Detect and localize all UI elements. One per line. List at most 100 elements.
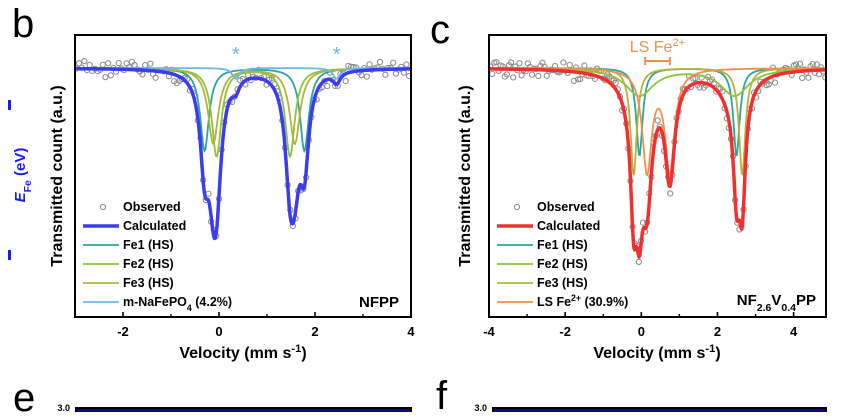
observed-point <box>516 60 523 67</box>
legend-label-part: m-NaFePO <box>123 295 187 309</box>
observed-point <box>510 74 517 81</box>
legend-label-part: Fe3 (HS) <box>123 276 174 290</box>
observed-point <box>639 219 647 226</box>
legend-label: Fe1 (HS) <box>537 238 588 252</box>
legend-label: Fe3 (HS) <box>123 276 174 290</box>
x-axis-title: Velocity (mm s-1) <box>593 343 720 362</box>
series-line-fe3-hs- <box>489 67 826 177</box>
legend-label: Observed <box>537 200 595 214</box>
legend-label-part: (30.9%) <box>581 295 628 309</box>
observed-point <box>612 79 619 86</box>
observed-point <box>797 60 804 67</box>
legend-label: Fe2 (HS) <box>123 257 174 271</box>
observed-point <box>400 69 407 76</box>
observed-point <box>518 72 525 79</box>
x-tick-label: 0 <box>215 324 222 339</box>
legend-label-part: Calculated <box>537 219 600 233</box>
observed-point <box>152 74 159 81</box>
legend-label-part: 4 <box>187 303 192 313</box>
x-tick-label: 2 <box>311 324 318 339</box>
legend-marker-observed <box>99 203 107 211</box>
panel-f-heatmap-top <box>492 407 827 412</box>
sample-label-part: PP <box>796 292 816 309</box>
x-axis-title-part: ) <box>301 345 306 362</box>
legend-label-part: 2+ <box>571 293 581 303</box>
x-tick-label: 2 <box>714 324 721 339</box>
x-tick-label: -4 <box>483 324 495 339</box>
observed-point <box>692 75 699 82</box>
panel-label-c: c <box>430 8 450 52</box>
observed-point <box>81 57 88 65</box>
legend-label-part: Fe2 (HS) <box>123 257 174 271</box>
legend-label: Fe2 (HS) <box>537 257 588 271</box>
legend-label-part: Fe3 (HS) <box>537 276 588 290</box>
observed-point <box>535 72 542 80</box>
observed-point <box>390 59 397 66</box>
x-axis-title-part: Velocity (mm s <box>179 345 291 362</box>
side-axis-title-part: E <box>12 191 29 202</box>
chart-panel-b: -2 0 2 4 Velocity (mm s-1) Transmitted count … <box>49 34 415 362</box>
panel-e-ytick-label: 3.0 <box>57 403 70 412</box>
legend-label-part: Observed <box>537 200 595 214</box>
observed-point <box>75 60 83 67</box>
y-axis-title: Transmitted count (a.u.) <box>49 85 66 266</box>
side-axis-fragment <box>8 100 11 110</box>
observed-point <box>324 82 331 90</box>
observed-point <box>107 72 114 79</box>
sample-label-part: 2.6 <box>757 302 772 314</box>
side-axis-fragment <box>8 250 11 260</box>
legend-label-part: Fe1 (HS) <box>537 238 588 252</box>
x-tick-label: -2 <box>117 324 129 339</box>
sample-label-part: NF <box>737 292 757 309</box>
ls-fe-annotation: LS Fe2+ <box>630 37 685 56</box>
legend-label-part: (4.2%) <box>192 295 232 309</box>
legend-label-part: Observed <box>123 200 181 214</box>
y-axis-title: Transmitted count (a.u.) <box>457 85 474 266</box>
x-axis-title: Velocity (mm s-1) <box>179 343 306 362</box>
observed-point <box>115 59 122 67</box>
observed-point <box>503 71 510 78</box>
legend-label: Calculated <box>537 219 600 233</box>
observed-point <box>363 73 370 80</box>
observed-point <box>147 60 154 67</box>
observed-point <box>667 190 674 197</box>
observed-point <box>560 59 567 66</box>
plot-area <box>489 59 826 265</box>
observed-point <box>405 72 411 80</box>
observed-point <box>86 61 93 69</box>
observed-point <box>813 61 820 68</box>
x-tick-label: 0 <box>638 324 645 339</box>
observed-point <box>543 72 550 79</box>
observed-point <box>575 76 582 83</box>
legend-label-part: Calculated <box>123 219 186 233</box>
observed-point <box>403 61 410 68</box>
plot-frame <box>488 34 827 318</box>
legend-label-part: Fe2 (HS) <box>537 257 588 271</box>
observed-point <box>809 61 816 68</box>
observed-point <box>566 61 573 69</box>
panel-label-b: b <box>12 2 35 46</box>
x-tick-label: 4 <box>790 324 798 339</box>
sample-label-part: V <box>771 292 781 309</box>
panel-f-ytick-label: 3.0 <box>474 403 487 412</box>
observed-point <box>382 71 389 78</box>
sample-label: NFPP <box>359 294 399 311</box>
legend-label: Fe3 (HS) <box>537 276 588 290</box>
ls-fe-annotation-part: 2+ <box>672 37 685 49</box>
observed-point <box>654 117 661 124</box>
asterisk-marker: * <box>333 44 341 66</box>
series-line-calculated <box>75 66 411 241</box>
side-axis-title-part: Fe <box>22 180 34 192</box>
x-axis-title-part: Velocity (mm s <box>593 345 705 362</box>
sample-label: NF2.6V0.4PP <box>737 292 816 314</box>
legend-marker-observed <box>513 203 521 211</box>
observed-point <box>528 71 536 78</box>
legend-label: Calculated <box>123 219 186 233</box>
plot-area <box>75 57 411 241</box>
x-tick-label: -2 <box>559 324 571 339</box>
legend-label: LS Fe2+ (30.9%) <box>537 293 628 309</box>
observed-point <box>771 79 779 86</box>
side-axis-title-part: (eV) <box>12 148 29 181</box>
observed-point <box>696 84 703 91</box>
